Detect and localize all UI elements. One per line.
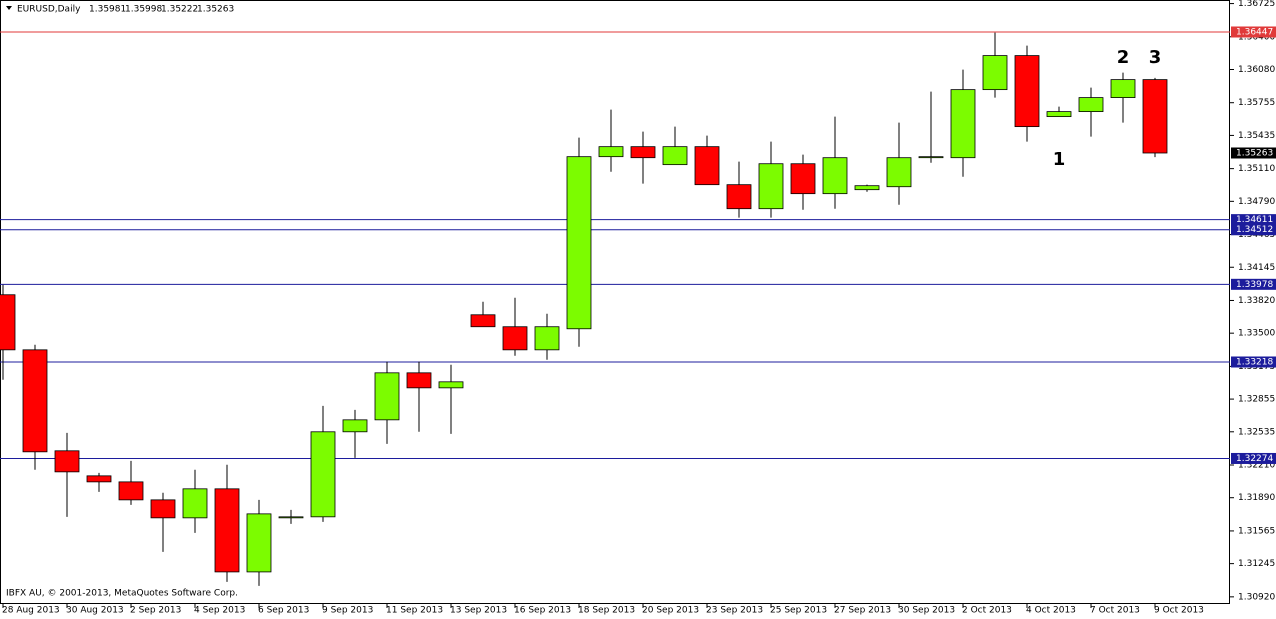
x-tick-label: 9 Sep 2013 — [322, 606, 373, 616]
x-tick-label: 25 Sep 2013 — [770, 606, 827, 616]
x-tick-label: 20 Sep 2013 — [642, 606, 699, 616]
y-tick-label: 1.34790 — [1238, 197, 1275, 207]
x-tick-label: 28 Aug 2013 — [2, 606, 60, 616]
candle-body — [758, 163, 784, 210]
candle-body — [726, 184, 752, 210]
y-tick-label: 1.32210 — [1238, 461, 1275, 471]
x-tick-label: 27 Sep 2013 — [834, 606, 891, 616]
candle-body — [534, 326, 560, 351]
annotation: 1 — [1053, 149, 1066, 170]
y-tick-label: 1.34145 — [1238, 263, 1275, 273]
header-open: 1.35981 — [89, 5, 126, 15]
y-tick-label: 1.35110 — [1238, 164, 1275, 174]
menu-arrow — [6, 6, 12, 10]
level-label-box — [1231, 214, 1276, 226]
y-tick-label: 1.33500 — [1238, 329, 1275, 339]
x-tick-label: 2 Sep 2013 — [130, 606, 181, 616]
y-tick-label: 1.35755 — [1238, 98, 1275, 108]
level-label-box — [1231, 452, 1276, 464]
candle-body — [694, 146, 720, 186]
candle-body — [150, 499, 176, 519]
candle-body — [182, 488, 208, 519]
candle-body — [1142, 79, 1168, 154]
y-tick-label: 1.36080 — [1238, 65, 1275, 75]
candle-body — [310, 431, 336, 518]
candle-body — [470, 314, 496, 328]
x-tick-label: 4 Oct 2013 — [1026, 606, 1076, 616]
candle-body — [438, 381, 464, 389]
level-label-box — [1231, 26, 1276, 38]
level-label: 1.34512 — [1236, 225, 1273, 235]
annotation: 2 — [1117, 47, 1130, 68]
x-tick-label: 7 Oct 2013 — [1090, 606, 1140, 616]
candle-body — [246, 513, 272, 573]
x-tick-label: 4 Sep 2013 — [194, 606, 245, 616]
candle-body — [630, 146, 656, 159]
price-label: 1.35263 — [1236, 148, 1273, 158]
y-tick-label: 1.35435 — [1238, 131, 1275, 141]
candle-body — [822, 157, 848, 195]
candle-body — [566, 156, 592, 330]
candle-body — [406, 372, 432, 389]
candle-body — [374, 372, 400, 421]
candle-body — [118, 481, 144, 501]
level-label: 1.34611 — [1236, 215, 1273, 225]
candle-body — [214, 488, 240, 573]
x-tick-label: 6 Sep 2013 — [258, 606, 309, 616]
x-tick-label: 2 Oct 2013 — [962, 606, 1012, 616]
candle-body — [22, 349, 48, 453]
level-label: 1.33978 — [1236, 280, 1273, 290]
candle-body — [598, 146, 624, 158]
candle-body — [54, 450, 80, 473]
x-tick-label: 30 Aug 2013 — [66, 606, 124, 616]
x-tick-label: 18 Sep 2013 — [578, 606, 635, 616]
candle-body — [342, 419, 368, 433]
x-tick-label: 11 Sep 2013 — [386, 606, 443, 616]
chart-title: EURUSD,Daily — [17, 5, 81, 15]
candle-body — [790, 163, 816, 195]
candle-body — [1046, 111, 1072, 118]
level-label: 1.32274 — [1236, 454, 1273, 464]
candle-body — [854, 185, 880, 191]
level-label: 1.36447 — [1236, 27, 1273, 37]
candle-body — [502, 326, 528, 351]
candle-body — [1014, 55, 1040, 128]
y-tick-label: 1.33820 — [1238, 296, 1275, 306]
y-tick-label: 1.32535 — [1238, 427, 1275, 437]
y-tick-label: 1.31565 — [1238, 526, 1275, 536]
header-low: 1.35222 — [161, 5, 198, 15]
y-tick-label: 1.36725 — [1238, 0, 1275, 9]
candle-body — [918, 156, 944, 159]
candle-body — [886, 157, 912, 188]
credit: IBFX AU, © 2001-2013, MetaQuotes Softwar… — [6, 589, 238, 599]
candle-body — [982, 55, 1008, 91]
header-close: 1.35263 — [197, 5, 234, 15]
level-label-box — [1231, 224, 1276, 236]
y-tick-label: 1.30920 — [1238, 592, 1275, 602]
x-tick-label: 23 Sep 2013 — [706, 606, 763, 616]
annotation: 3 — [1149, 47, 1162, 68]
y-tick-label: 1.32855 — [1238, 395, 1275, 405]
x-tick-label: 9 Oct 2013 — [1154, 606, 1204, 616]
price-box — [1231, 147, 1276, 159]
x-tick-label: 13 Sep 2013 — [450, 606, 507, 616]
candle-body — [662, 146, 688, 166]
y-tick-label: 1.31890 — [1238, 493, 1275, 503]
header-high: 1.35998 — [125, 5, 162, 15]
y-tick-label: 1.31245 — [1238, 559, 1275, 569]
candle-body — [950, 89, 976, 159]
candle-body — [86, 475, 112, 483]
level-label-box — [1231, 356, 1276, 368]
candle-body — [1110, 79, 1136, 99]
candle-body — [0, 294, 16, 351]
candle-body — [1078, 97, 1104, 113]
level-label: 1.33218 — [1236, 357, 1273, 367]
x-tick-label: 30 Sep 2013 — [898, 606, 955, 616]
candle-body — [278, 516, 304, 519]
level-label-box — [1231, 278, 1276, 290]
x-tick-label: 16 Sep 2013 — [514, 606, 571, 616]
